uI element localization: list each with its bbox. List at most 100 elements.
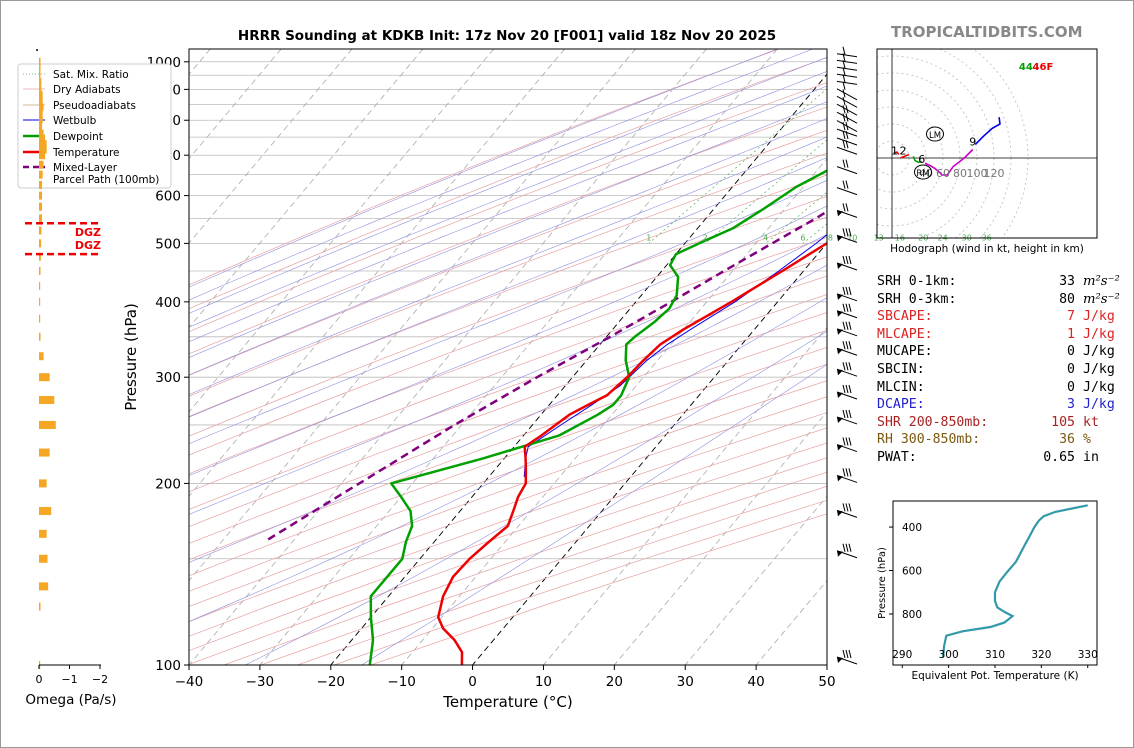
barb-pennant <box>837 510 843 517</box>
param-value: 105 <box>1051 414 1075 430</box>
moist-adiabat <box>189 85 827 343</box>
param-unit: J/kg <box>1083 344 1115 360</box>
wind-barb-icon <box>836 468 858 483</box>
param-label: PWAT: <box>877 449 917 465</box>
barb-feather <box>842 303 846 312</box>
isotherm-key-line <box>472 242 827 665</box>
temperature-line <box>436 241 827 665</box>
wind-barb-icon <box>836 46 858 58</box>
barb-feather <box>848 362 852 371</box>
barb-feather <box>842 159 846 168</box>
barb-feather <box>842 543 846 552</box>
thetae-plot <box>942 504 1088 658</box>
moist-adiabat <box>189 136 827 395</box>
dgz-label: DGZ <box>75 226 101 239</box>
omega-top-marker <box>36 49 38 51</box>
omega-bar <box>39 129 44 138</box>
mixing-ratio-line <box>967 49 1133 243</box>
hodo-segment-1-3km <box>900 153 910 159</box>
thetae-tick-label: 300 <box>939 649 959 661</box>
barb-shaft <box>836 111 858 124</box>
omega-bar <box>39 214 43 223</box>
mixing-ratio-label: 2 <box>703 233 708 242</box>
moist-adiabat <box>189 71 827 328</box>
dry-adiabat <box>189 396 827 623</box>
omega-bar <box>39 314 41 323</box>
barb-pennant <box>837 369 843 376</box>
omega-bar <box>39 180 43 189</box>
omega-bar <box>39 122 43 130</box>
dry-adiabat <box>189 412 827 637</box>
x-tick-label: 50 <box>818 674 835 690</box>
param-value: 0.65 <box>1043 449 1075 465</box>
isotherm-line <box>189 49 636 582</box>
legend-entry: Parcel Path (100mb) <box>53 174 159 186</box>
barb-feather <box>848 649 852 659</box>
barb-shaft <box>836 59 858 64</box>
param-label: DCAPE: <box>877 397 925 413</box>
omega-bar <box>39 266 41 275</box>
legend-entry: Mixed-Layer <box>53 162 118 174</box>
mixing-ratio-label: 1 <box>646 233 651 242</box>
dry-adiabat <box>189 363 827 592</box>
right-mover-marker <box>914 164 932 180</box>
isotherm-line <box>543 326 827 665</box>
param-row: SHR 200-850mb: 105 kt <box>877 414 1120 432</box>
param-row: MUCAPE: 0 J/kg <box>877 343 1120 361</box>
parameter-table: SRH 0-1km: 33 m²s⁻² SRH 0-3km: 80 m²s⁻² SBCAPE… <box>877 273 1120 467</box>
barb-feather <box>842 105 846 114</box>
thetae-y-tick-label: 600 <box>902 566 922 578</box>
hodograph-frame <box>876 48 1098 239</box>
wind-barb-icon <box>836 286 858 302</box>
moist-adiabat <box>189 49 813 301</box>
barb-feather <box>842 384 846 394</box>
dry-adiabat <box>189 82 827 333</box>
barb-feather <box>848 543 852 552</box>
thetae-y-axis-label: Pressure (hPa) <box>877 547 888 619</box>
moist-adiabat <box>189 205 827 476</box>
barb-shaft <box>836 80 858 85</box>
param-row: RH 300-850mb: 36% <box>877 431 1120 449</box>
mixing-ratio-label: 4 <box>763 233 768 242</box>
barb-feather <box>848 255 852 265</box>
dgz-label: DGZ <box>75 239 101 252</box>
barb-feather <box>845 303 849 312</box>
isotherm-line <box>401 158 827 665</box>
barb-feather <box>848 503 852 512</box>
barb-pennant <box>837 293 843 300</box>
barb-pennant <box>837 210 843 217</box>
isotherm-line <box>189 49 565 497</box>
chart-title: HRRR Sounding at KDKB Init: 17z Nov 20 [… <box>237 28 777 44</box>
barb-feather <box>842 113 846 122</box>
barb-feather <box>848 321 852 330</box>
dewpoint-line <box>368 169 827 665</box>
omega-bar <box>39 297 41 306</box>
param-label: MUCAPE: <box>877 344 933 360</box>
thetae-tick-label: 320 <box>1031 649 1051 661</box>
omega-bar <box>39 151 46 160</box>
wind-barb-icon <box>836 81 858 101</box>
param-label: MLCIN: <box>877 379 925 395</box>
param-label: SRH 0-1km: <box>877 274 957 289</box>
barb-feather <box>842 341 846 350</box>
legend-entry: Wetbulb <box>53 115 97 127</box>
barb-feather <box>842 468 846 477</box>
barb-feather <box>842 255 846 265</box>
barb-feather <box>842 81 846 90</box>
barb-feather <box>842 228 846 237</box>
barb-feather <box>842 46 846 55</box>
barb-shaft <box>836 73 858 78</box>
barb-feather <box>842 97 846 106</box>
barb-feather <box>848 228 852 237</box>
barb-shaft <box>836 146 858 155</box>
dry-adiabat <box>189 347 827 577</box>
skewt-plot <box>189 49 1133 665</box>
thetae-tick-label: 330 <box>1078 649 1098 661</box>
y-tick-label: 300 <box>155 370 181 386</box>
x-tick-label: 40 <box>748 674 765 690</box>
barb-pennant <box>837 348 843 355</box>
param-value: 0 <box>1067 361 1075 377</box>
barb-feather <box>848 437 852 446</box>
omega-bar <box>39 420 56 429</box>
param-value: 3 <box>1067 397 1075 413</box>
